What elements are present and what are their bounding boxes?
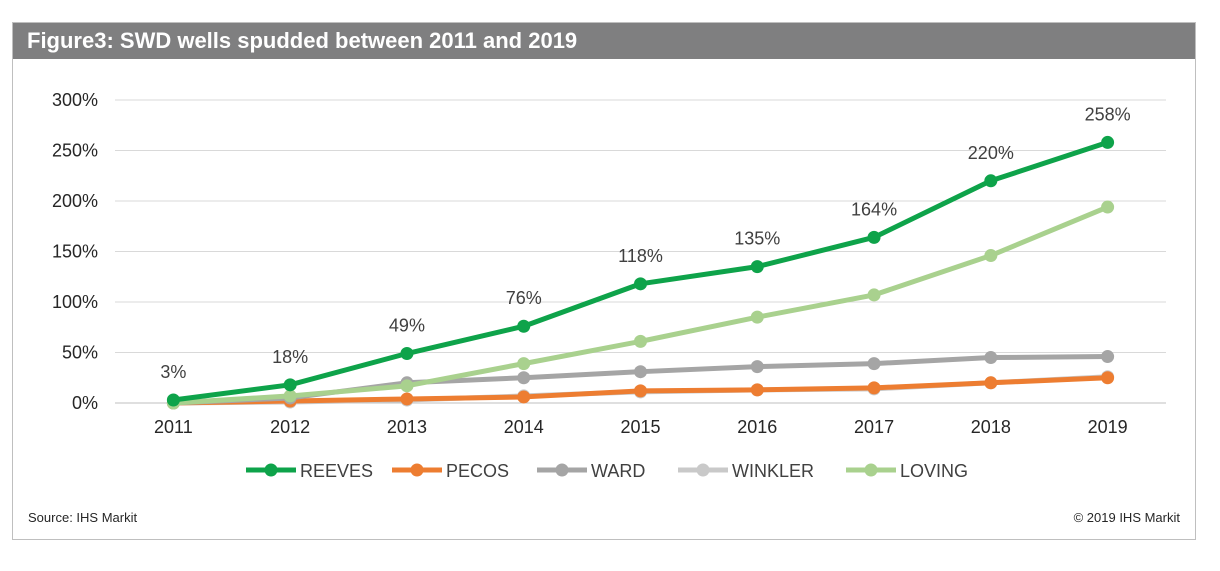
- data-point: [867, 230, 881, 244]
- data-point: [750, 360, 764, 374]
- data-point: [517, 319, 531, 333]
- series-pecos: [166, 371, 1115, 410]
- legend-item-loving: LOVING: [846, 461, 968, 481]
- legend-swatch-marker: [696, 463, 710, 477]
- x-tick-label: 2015: [620, 417, 660, 437]
- data-point: [1101, 350, 1115, 364]
- data-point: [400, 347, 414, 361]
- data-point: [1101, 371, 1115, 385]
- y-tick-label: 300%: [52, 90, 98, 110]
- data-labels: 3% 18% 49% 76% 118% 135% 164% 220% 258%: [160, 104, 1130, 382]
- legend-item-pecos: PECOS: [392, 461, 509, 481]
- data-label: 49%: [389, 316, 425, 336]
- legend-swatch-marker: [864, 463, 878, 477]
- data-point: [517, 357, 531, 371]
- data-label: 3%: [160, 362, 186, 382]
- data-point: [867, 357, 881, 371]
- data-point: [166, 393, 180, 407]
- y-axis-tick-labels: 0% 50% 100% 150% 200% 250% 300%: [52, 90, 98, 413]
- data-point: [750, 310, 764, 324]
- x-tick-label: 2019: [1088, 417, 1128, 437]
- data-label: 76%: [506, 288, 542, 308]
- copyright-note: © 2019 IHS Markit: [1073, 510, 1180, 525]
- legend-label: PECOS: [446, 461, 509, 481]
- legend-label: WINKLER: [732, 461, 814, 481]
- data-point: [634, 384, 647, 398]
- x-tick-label: 2017: [854, 417, 894, 437]
- data-point: [517, 371, 531, 385]
- x-axis-tick-labels: 2011 2012 2013 2014 2015 2016 2017 2018 2019: [154, 417, 1128, 437]
- data-point: [634, 365, 647, 379]
- data-label: 164%: [851, 199, 897, 219]
- legend-item-winkler: WINKLER: [678, 461, 814, 481]
- data-point: [984, 376, 998, 390]
- data-point: [1101, 135, 1115, 149]
- legend-label: WARD: [591, 461, 645, 481]
- legend-label: REEVES: [300, 461, 373, 481]
- y-tick-label: 150%: [52, 242, 98, 262]
- y-tick-label: 200%: [52, 191, 98, 211]
- data-point: [867, 381, 881, 395]
- x-tick-label: 2016: [737, 417, 777, 437]
- y-tick-label: 50%: [62, 343, 98, 363]
- gridlines: [115, 99, 1166, 404]
- source-note: Source: IHS Markit: [28, 510, 138, 525]
- data-point: [1101, 200, 1115, 214]
- series-reeves: [166, 135, 1115, 407]
- data-point: [634, 334, 647, 348]
- y-tick-label: 0%: [72, 393, 98, 413]
- legend-swatch-marker: [410, 463, 424, 477]
- legend-item-reeves: REEVES: [246, 461, 373, 481]
- legend: REEVES PECOS WARD WINKLER LOVING: [246, 461, 968, 481]
- y-tick-label: 250%: [52, 141, 98, 161]
- y-tick-label: 100%: [52, 292, 98, 312]
- data-point: [283, 389, 297, 403]
- data-point: [517, 390, 531, 404]
- data-point: [750, 260, 764, 274]
- data-label: 220%: [968, 143, 1014, 163]
- data-point: [634, 277, 647, 291]
- legend-label: LOVING: [900, 461, 968, 481]
- data-point: [283, 378, 297, 392]
- series-line: [170, 139, 1111, 403]
- x-tick-label: 2013: [387, 417, 427, 437]
- chart-title: Figure3: SWD wells spudded between 2011 …: [13, 23, 1195, 59]
- data-point: [400, 392, 414, 406]
- x-tick-label: 2014: [504, 417, 544, 437]
- data-label: 118%: [618, 246, 663, 266]
- data-point: [400, 379, 414, 393]
- data-label: 258%: [1085, 104, 1131, 124]
- data-point: [750, 383, 764, 397]
- chart-frame: Figure3: SWD wells spudded between 2011 …: [12, 22, 1196, 540]
- legend-item-ward: WARD: [537, 461, 645, 481]
- legend-swatch-marker: [555, 463, 569, 477]
- x-tick-label: 2011: [154, 417, 193, 437]
- data-label: 18%: [272, 347, 308, 367]
- series-loving: [166, 200, 1115, 410]
- data-point: [984, 351, 998, 365]
- data-point: [867, 288, 881, 302]
- x-tick-label: 2012: [270, 417, 310, 437]
- series-lines: [166, 135, 1115, 410]
- data-point: [984, 249, 998, 263]
- data-label: 135%: [734, 229, 780, 249]
- x-tick-label: 2018: [971, 417, 1011, 437]
- data-point: [984, 174, 998, 188]
- legend-swatch-marker: [264, 463, 278, 477]
